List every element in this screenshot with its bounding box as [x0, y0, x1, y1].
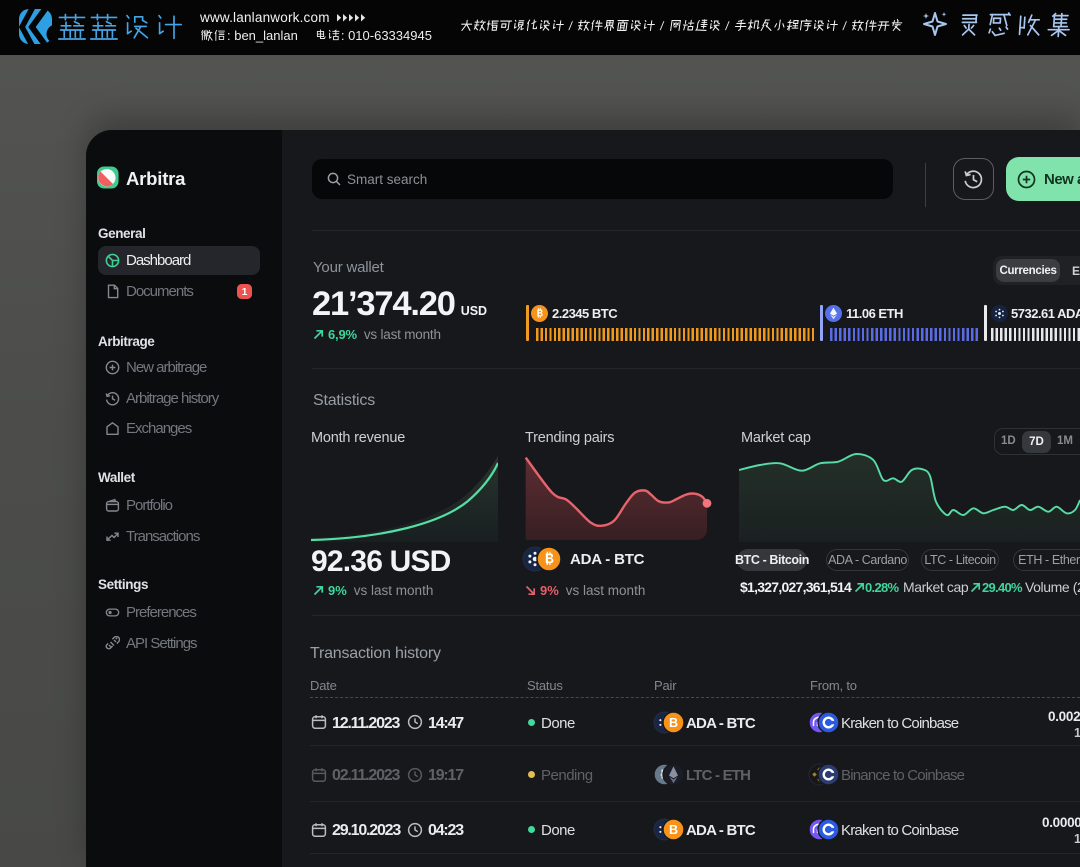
- svg-text:B: B: [669, 715, 678, 729]
- svg-text:B: B: [669, 823, 678, 837]
